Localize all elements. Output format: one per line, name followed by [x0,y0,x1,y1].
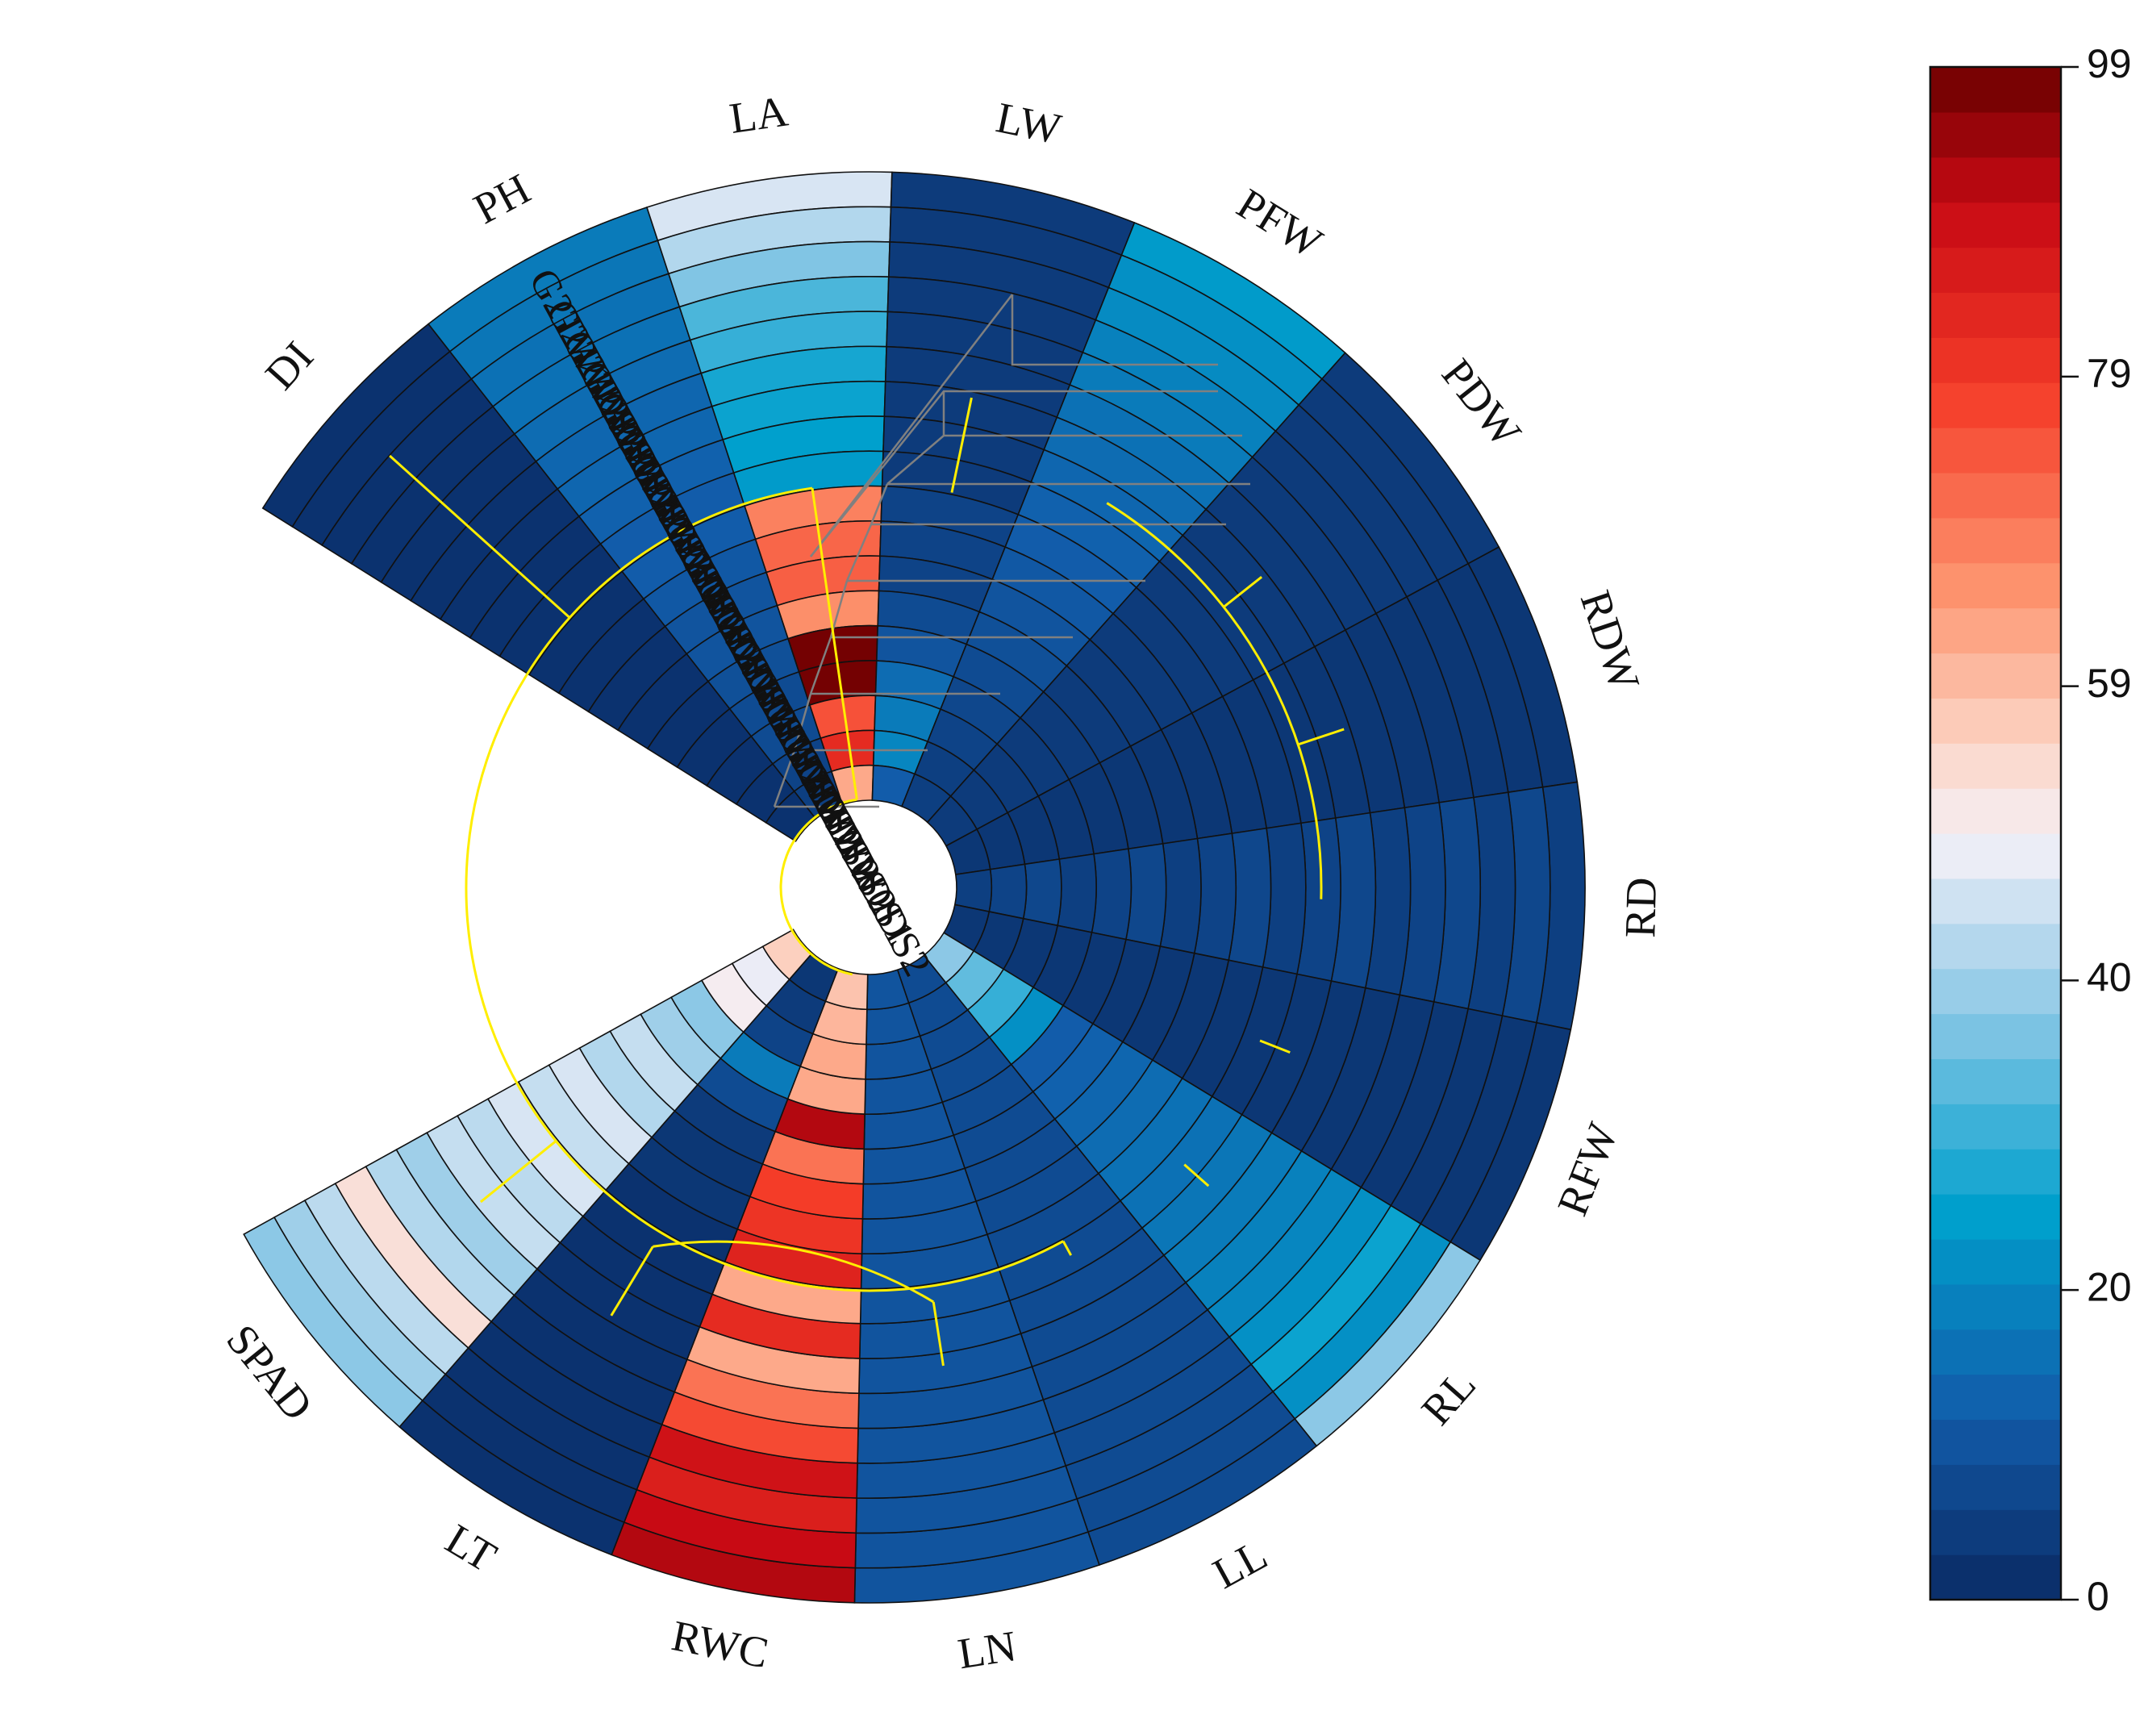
trait-label-la: LA [727,86,791,143]
colorbar-segment [1930,878,2061,924]
colorbar-segment [1930,743,2061,789]
trait-label-rfw: RFW [1548,1116,1628,1222]
trait-dendrogram-branch [1106,502,1323,899]
sample-dendrogram-branch [809,636,832,695]
dendrograms [389,294,1345,1367]
sample-dendrogram-branch [870,483,889,525]
colorbar-segment [1930,698,2061,744]
trait-dendrogram-branch [779,798,857,976]
colorbar-segment [1930,517,2061,564]
colorbar-segment [1930,1149,2061,1195]
heatmap-rings [243,171,1586,1604]
colorbar: 0 20 40 59 79 99 [1929,41,2132,1619]
colorbar-segment [1930,607,2061,654]
trait-label-rwc: RWC [668,1611,772,1677]
trait-label-rl: RL [1412,1360,1485,1433]
heatmap-cell-rd-17 [988,863,1028,920]
trait-dendrogram-branch [932,1301,945,1367]
trait-dendrogram-branch [1297,728,1345,746]
trait-dendrogram-branch [1183,1163,1210,1187]
colorbar-segment [1930,968,2061,1015]
colorbar-segment [1930,428,2061,474]
colorbar-segment [1930,111,2061,158]
sample-dendrogram-branch [845,524,873,582]
colorbar-segment [1930,788,2061,834]
trait-dendrogram-branch [610,1246,654,1317]
trait-label-di: DI [256,332,323,399]
sample-dendrogram-branch [886,435,945,485]
colorbar-segment [1930,1464,2061,1510]
colorbar-segment [1930,1554,2061,1600]
trait-label-lw: LW [992,93,1066,153]
colorbar-segment [1930,1509,2061,1555]
colorbar-segment [1930,292,2061,338]
trait-label-pfw: PFW [1228,179,1330,267]
trait-label-spad: SPAD [217,1316,322,1429]
trait-dendrogram-branch [653,1240,935,1304]
colorbar-segment [1930,472,2061,519]
sample-dendrogram-branch [793,693,812,751]
heatmap-cell-rd-13 [1124,842,1167,948]
heatmap-cell-rd-16 [1022,858,1062,927]
colorbar-segment [1930,1329,2061,1375]
trait-label-rdw: RDW [1571,585,1650,697]
trait-dendrogram-branch [389,454,571,619]
colorbar-tick-label: 99 [2087,41,2132,86]
colorbar-segment [1930,1194,2061,1240]
heatmap-cell-rd-14 [1091,848,1132,941]
trait-label-ln: LN [955,1621,1020,1678]
trait-label-rd: RD [1616,877,1666,939]
colorbar-segment [1930,337,2061,383]
colorbar-segment [1930,247,2061,294]
trait-dendrogram-branch [950,397,973,493]
colorbar-tick-label: 40 [2087,955,2132,1000]
sample-dendrogram-branch [773,749,796,807]
colorbar-segment [1930,156,2061,203]
trait-dendrogram-branch [465,486,1064,1292]
trait-label-ph: PH [466,165,538,233]
colorbar-segment [1930,1104,2061,1150]
trait-dendrogram-branch [479,1140,557,1204]
colorbar-segment [1930,1013,2061,1060]
colorbar-tick-label: 0 [2087,1574,2109,1619]
colorbar-segment [1930,1238,2061,1285]
colorbar-segment [1930,833,2061,879]
colorbar-segment [1930,1419,2061,1465]
colorbar-tick-label: 79 [2087,351,2132,396]
colorbar-segment [1930,653,2061,699]
colorbar-segment [1930,67,2061,113]
trait-label-lt: LT [437,1514,504,1581]
sample-dendrogram-branch [1011,294,1218,366]
trait-dendrogram-branch [1223,575,1263,608]
trait-dendrogram-branch [1259,1039,1291,1054]
colorbar-tick-label: 20 [2087,1264,2132,1309]
colorbar-segment [1930,1058,2061,1104]
colorbar-segment [1930,562,2061,609]
colorbar-segment [1930,382,2061,428]
heatmap-cell-rd-15 [1057,853,1097,933]
trait-label-pdw: PDW [1433,350,1531,456]
colorbar-segment [1930,202,2061,248]
trait-dendrogram-branch [811,487,858,800]
colorbar-segment [1930,1374,2061,1421]
colorbar-tick-label: 59 [2087,661,2132,706]
trait-dendrogram-branch [1062,1240,1073,1256]
trait-label-ll: LL [1205,1530,1275,1598]
colorbar-frame [1929,65,2063,1601]
colorbar-segment [1930,1283,2061,1330]
sample-dendrogram-branch [810,294,1013,557]
colorbar-segment [1930,923,2061,970]
